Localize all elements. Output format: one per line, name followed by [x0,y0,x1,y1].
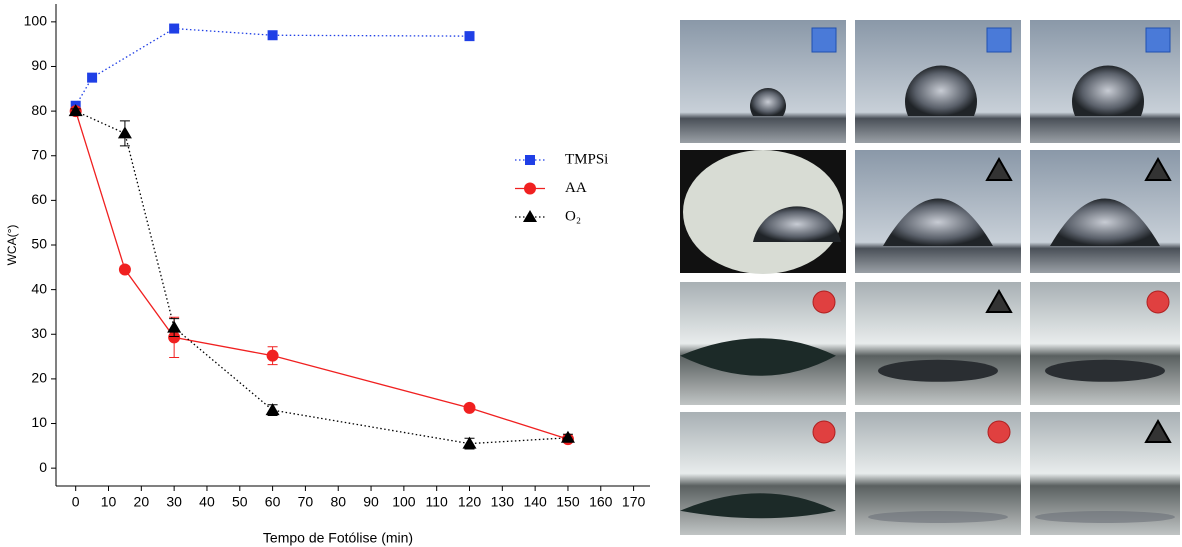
x-tick-label: 50 [232,494,248,510]
icon-circle [812,420,836,444]
marker [464,31,475,42]
icon-circle [812,290,836,314]
icon-circle [1146,290,1170,314]
x-tick-label: 30 [166,494,182,510]
x-tick-label: 40 [199,494,215,510]
x-tick-label: 20 [134,494,150,510]
legend-label: AA [565,180,587,196]
icon-square [1145,27,1171,53]
y-tick-label: 20 [31,370,47,386]
icon-triangle [1144,418,1172,443]
x-tick-label: 130 [491,494,515,510]
icon-square [986,27,1012,53]
x-tick-label: 170 [622,494,646,510]
x-tick-label: 140 [523,494,547,510]
y-tick-label: 100 [24,13,48,29]
legend-marker [523,210,537,222]
series-line [75,110,569,440]
icon-triangle [985,288,1013,313]
marker [267,30,278,41]
marker [560,430,575,443]
marker [68,104,83,117]
icon-triangle [985,156,1013,181]
droplet [878,359,998,382]
droplet [905,65,977,116]
droplet [680,493,836,519]
marker [463,401,476,414]
y-tick-label: 70 [31,146,47,162]
x-tick-label: 110 [426,494,449,510]
x-axis-label: Tempo de Fotólise (min) [263,530,413,546]
y-tick-label: 50 [31,236,47,252]
droplet [680,338,836,376]
x-tick-label: 90 [363,494,379,510]
x-tick-label: 0 [72,494,80,510]
lens [683,150,843,274]
y-tick-label: 10 [31,414,47,430]
x-tick-label: 150 [556,494,580,510]
y-tick-label: 30 [31,325,47,341]
y-tick-label: 60 [31,191,47,207]
marker [118,263,131,276]
legend-label: O₂ [565,208,581,224]
photo-grid [680,20,1180,535]
legend-marker [525,155,535,165]
legend-marker [524,182,536,195]
x-tick-label: 70 [298,494,314,510]
y-axis-label: WCA(°) [5,225,19,266]
marker [117,126,132,139]
marker [87,72,98,83]
icon-triangle [1144,156,1172,181]
marker [168,331,181,344]
y-tick-label: 0 [39,459,47,475]
marker [169,23,180,34]
marker [167,320,182,333]
series-line [75,110,568,445]
droplet [1072,65,1144,116]
x-tick-label: 160 [589,494,613,510]
marker [266,349,279,362]
droplet [750,87,786,116]
x-tick-label: 120 [458,494,482,510]
marker [265,403,280,416]
x-tick-label: 60 [265,494,281,510]
droplet [753,206,841,242]
y-tick-label: 40 [31,280,47,296]
droplet [1035,511,1175,523]
icon-circle [987,420,1011,444]
droplet [1050,198,1160,246]
legend-label: TMPSi [565,151,608,167]
icon-square [811,27,837,53]
x-tick-label: 80 [330,494,346,510]
x-tick-label: 100 [392,494,416,510]
y-tick-label: 90 [31,57,47,73]
marker [462,436,477,449]
y-tick-label: 80 [31,102,47,118]
droplet [883,198,993,246]
droplet [1045,359,1165,382]
droplet [868,511,1008,523]
x-tick-label: 10 [101,494,117,510]
